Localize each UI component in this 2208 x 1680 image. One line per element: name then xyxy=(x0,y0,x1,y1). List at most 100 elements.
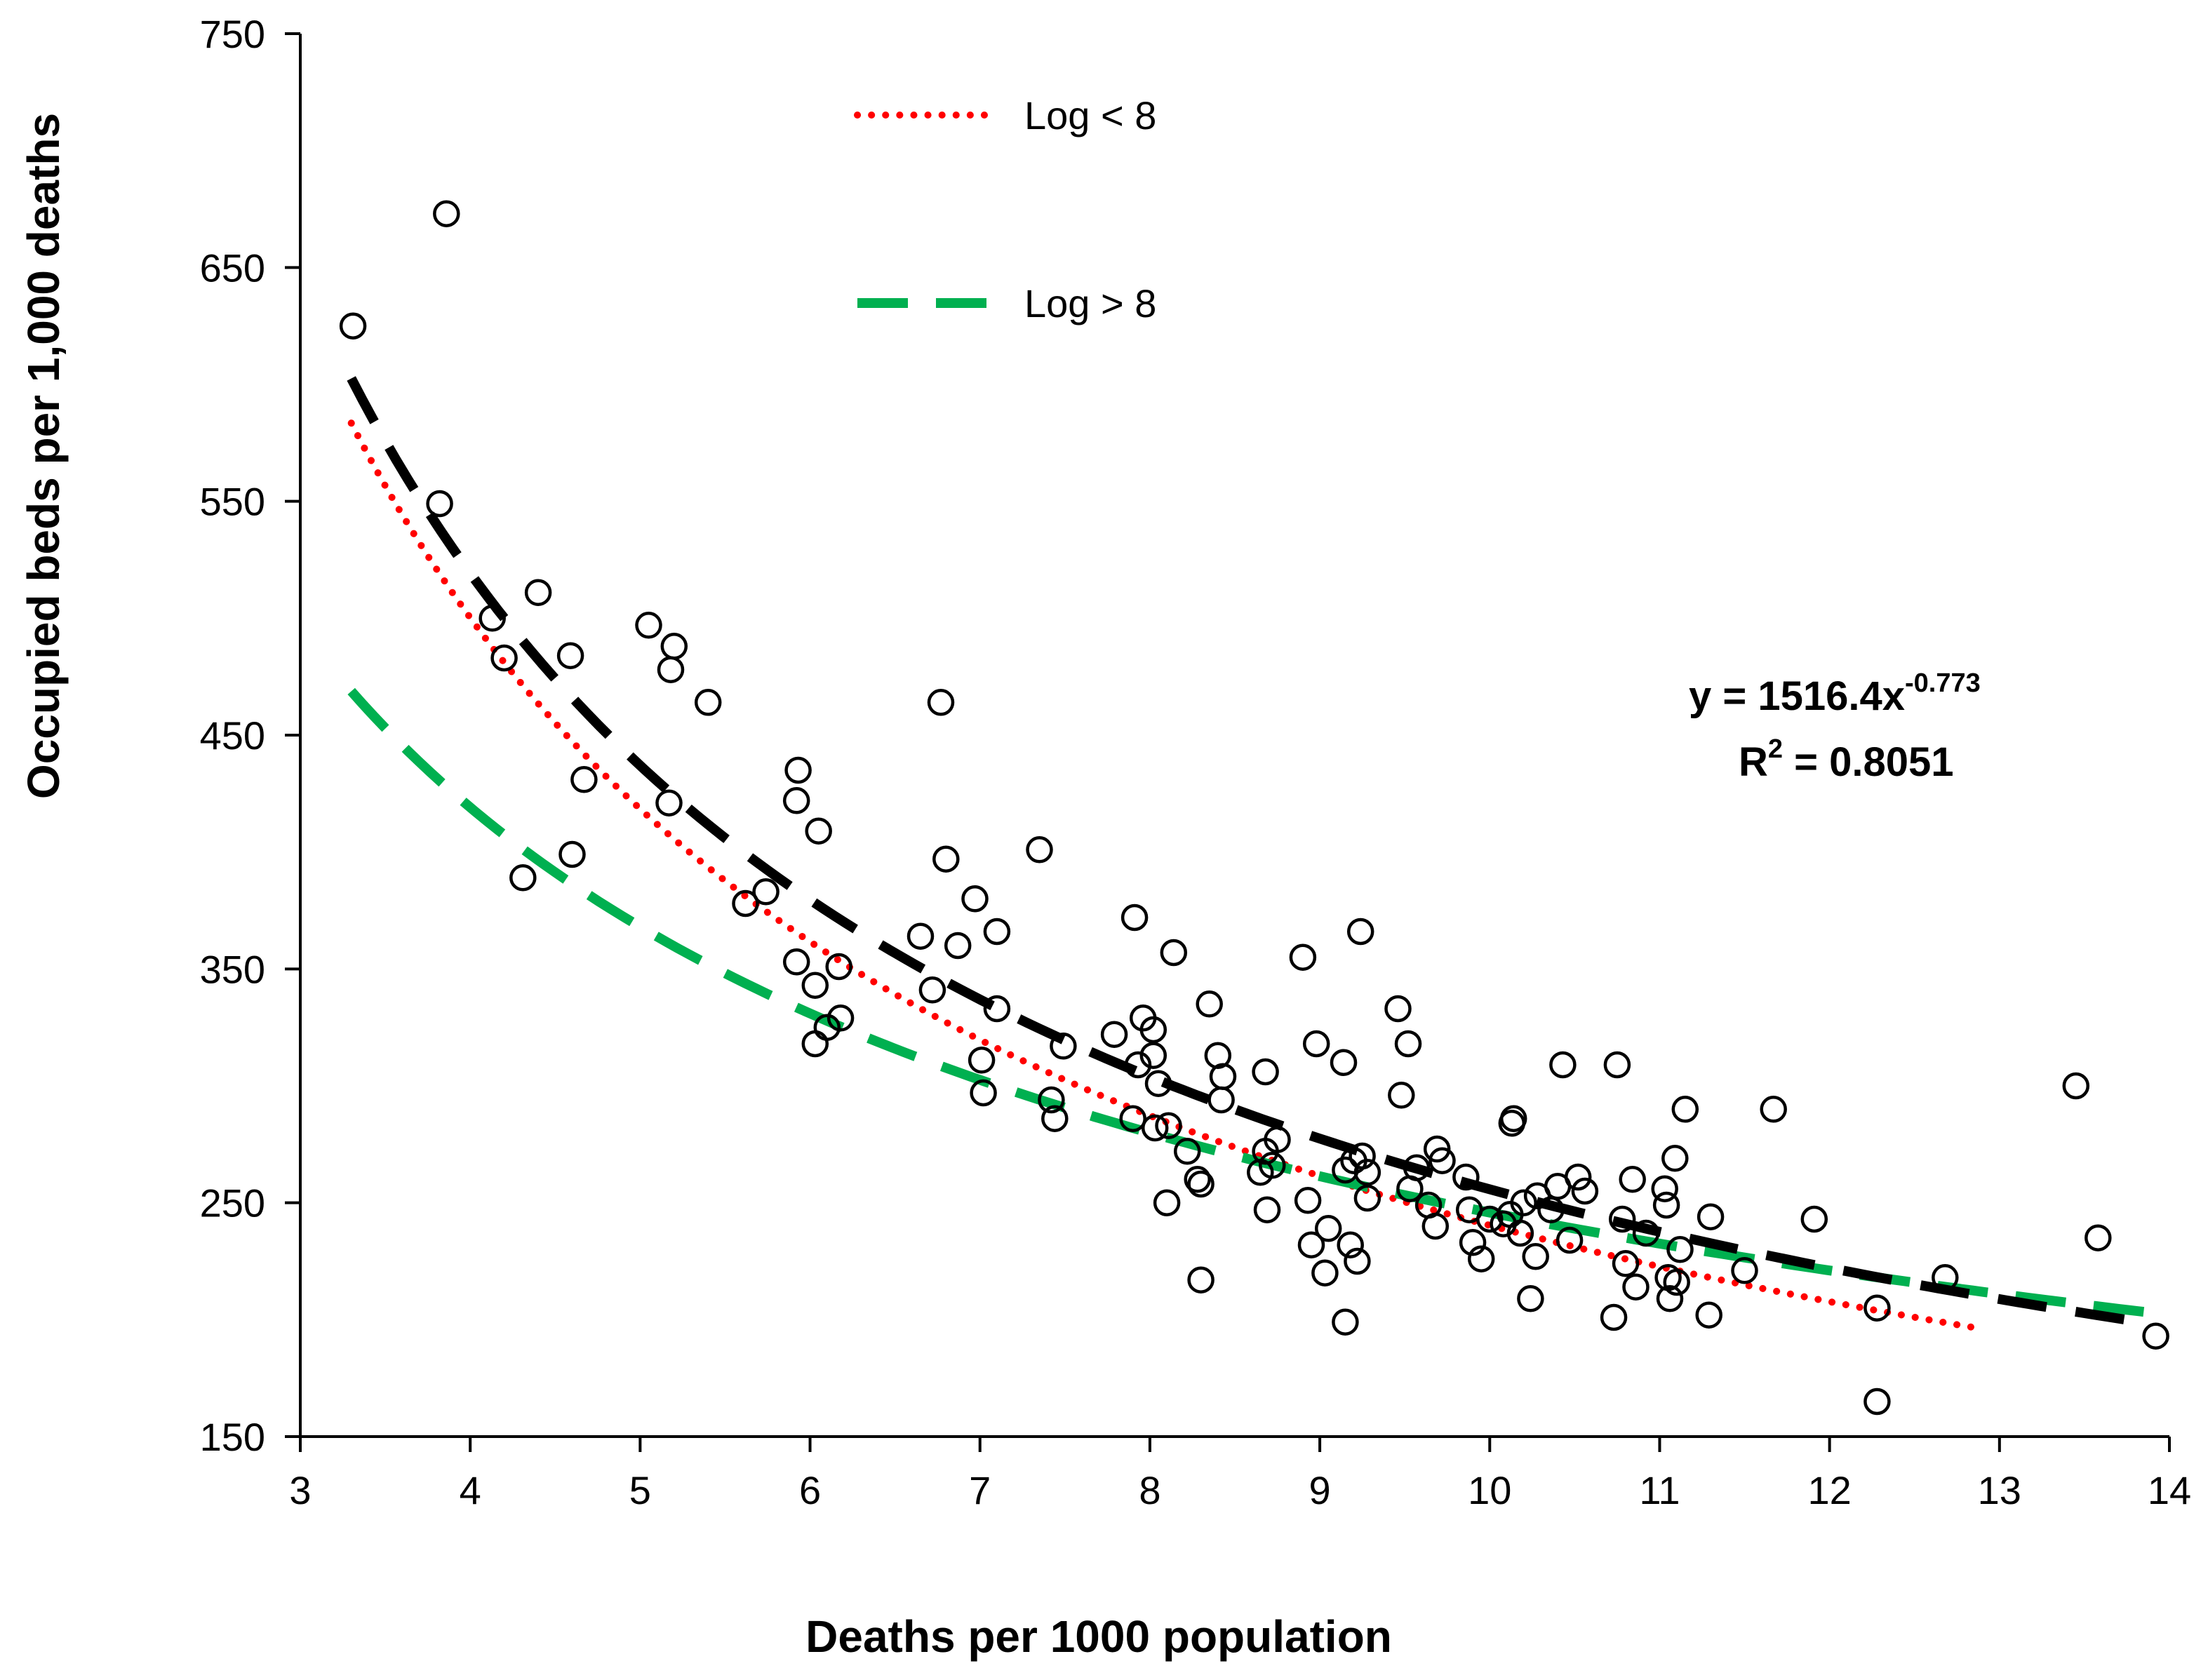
data-point xyxy=(1141,1114,1169,1142)
data-point xyxy=(1346,918,1374,946)
data-point xyxy=(1619,1166,1646,1193)
y-tick-label: 750 xyxy=(200,12,265,56)
data-point xyxy=(524,579,552,606)
data-point xyxy=(1666,1236,1694,1263)
data-point xyxy=(801,1030,829,1058)
data-point xyxy=(918,976,946,1004)
data-point xyxy=(1155,1112,1182,1139)
data-point xyxy=(1349,1142,1376,1170)
data-point xyxy=(906,922,935,950)
data-point xyxy=(694,689,722,716)
data-point xyxy=(1294,1187,1322,1214)
equation-prefix: y = 1516.4x xyxy=(1689,673,1905,719)
data-point xyxy=(1522,1243,1549,1270)
fit-line-log-8 xyxy=(347,687,2153,1318)
data-point xyxy=(1311,1259,1339,1286)
data-point xyxy=(1564,1163,1592,1191)
data-point xyxy=(1264,1126,1291,1153)
data-point xyxy=(1252,1058,1279,1086)
data-point xyxy=(1289,943,1317,971)
data-point xyxy=(1864,1387,1891,1416)
data-point xyxy=(983,995,1011,1023)
data-point xyxy=(1421,1212,1450,1240)
data-point xyxy=(426,490,453,518)
data-point xyxy=(784,756,812,784)
r-squared-text: R2 = 0.8051 xyxy=(1739,734,1954,785)
data-point xyxy=(1423,1135,1451,1163)
data-point xyxy=(805,817,832,845)
data-point xyxy=(1800,1205,1828,1233)
data-point xyxy=(1864,1294,1891,1322)
data-point xyxy=(635,612,662,639)
data-point xyxy=(932,845,960,873)
data-point xyxy=(1332,1308,1359,1336)
legend-label-log-lt-8: Log < 8 xyxy=(1024,93,1156,137)
data-point xyxy=(490,644,518,672)
y-axis-title: Occupied beds per 1,000 deaths xyxy=(18,113,69,799)
data-point xyxy=(1119,1105,1146,1132)
x-tick-label: 9 xyxy=(1309,1468,1331,1512)
data-point xyxy=(1384,995,1412,1023)
data-point xyxy=(1656,1285,1684,1312)
data-point xyxy=(1517,1285,1544,1312)
data-point xyxy=(1622,1273,1650,1301)
data-point xyxy=(1344,1247,1371,1275)
x-tick-label: 10 xyxy=(1468,1468,1511,1512)
data-point xyxy=(1353,1159,1381,1186)
data-point xyxy=(961,885,989,913)
data-point xyxy=(558,840,586,868)
data-point xyxy=(1139,1042,1167,1069)
data-point xyxy=(1388,1082,1415,1109)
data-point xyxy=(1731,1257,1758,1284)
x-tick-label: 8 xyxy=(1139,1468,1160,1512)
fit-line-all-data-power-fit xyxy=(347,376,2153,1329)
data-point xyxy=(655,789,683,817)
data-point xyxy=(1187,1170,1215,1198)
y-tick-label: 150 xyxy=(200,1415,265,1459)
data-point xyxy=(944,932,972,960)
x-tick-label: 5 xyxy=(629,1468,651,1512)
data-point xyxy=(1632,1219,1660,1247)
data-point xyxy=(968,1047,996,1074)
data-point xyxy=(1302,1030,1330,1058)
data-point xyxy=(1571,1177,1599,1205)
data-point xyxy=(1600,1303,1628,1331)
data-point xyxy=(1050,1033,1077,1060)
x-tick-label: 13 xyxy=(1978,1468,2021,1512)
legend: Log < 8 Log > 8 xyxy=(854,93,1156,325)
data-point xyxy=(1139,1016,1167,1044)
r-squared-sup: 2 xyxy=(1768,734,1783,764)
data-point xyxy=(1549,1051,1577,1079)
data-point xyxy=(983,918,1011,946)
data-point xyxy=(1297,1231,1325,1258)
data-point xyxy=(970,1079,997,1107)
data-point xyxy=(782,787,810,814)
r-squared-value: = 0.8051 xyxy=(1783,739,1954,785)
data-point xyxy=(813,1014,841,1041)
data-point xyxy=(1394,1030,1422,1058)
data-point xyxy=(782,948,810,976)
data-point xyxy=(1196,990,1223,1018)
x-tick-label: 3 xyxy=(289,1468,311,1512)
data-point xyxy=(1476,1205,1504,1233)
data-point xyxy=(1651,1175,1678,1202)
data-point xyxy=(433,200,460,227)
data-point xyxy=(801,972,829,999)
data-point xyxy=(657,656,685,683)
data-point xyxy=(1661,1145,1689,1172)
x-tick-label: 12 xyxy=(1807,1468,1851,1512)
data-point xyxy=(1932,1264,1959,1291)
data-point xyxy=(1506,1219,1534,1247)
data-point xyxy=(509,864,537,892)
data-point xyxy=(1041,1105,1069,1132)
r-squared-prefix: R xyxy=(1739,739,1768,785)
data-point xyxy=(1120,903,1149,932)
data-point xyxy=(1314,1215,1342,1242)
data-point xyxy=(1459,1229,1487,1256)
x-tick-label: 14 xyxy=(2148,1468,2191,1512)
x-axis-ticks: 3 4 5 6 7 8 9 10 11 12 13 14 xyxy=(289,1437,2191,1512)
data-point xyxy=(1608,1205,1636,1233)
data-point xyxy=(2062,1072,2090,1100)
equation-text: y = 1516.4x-0.773 xyxy=(1689,668,1981,719)
